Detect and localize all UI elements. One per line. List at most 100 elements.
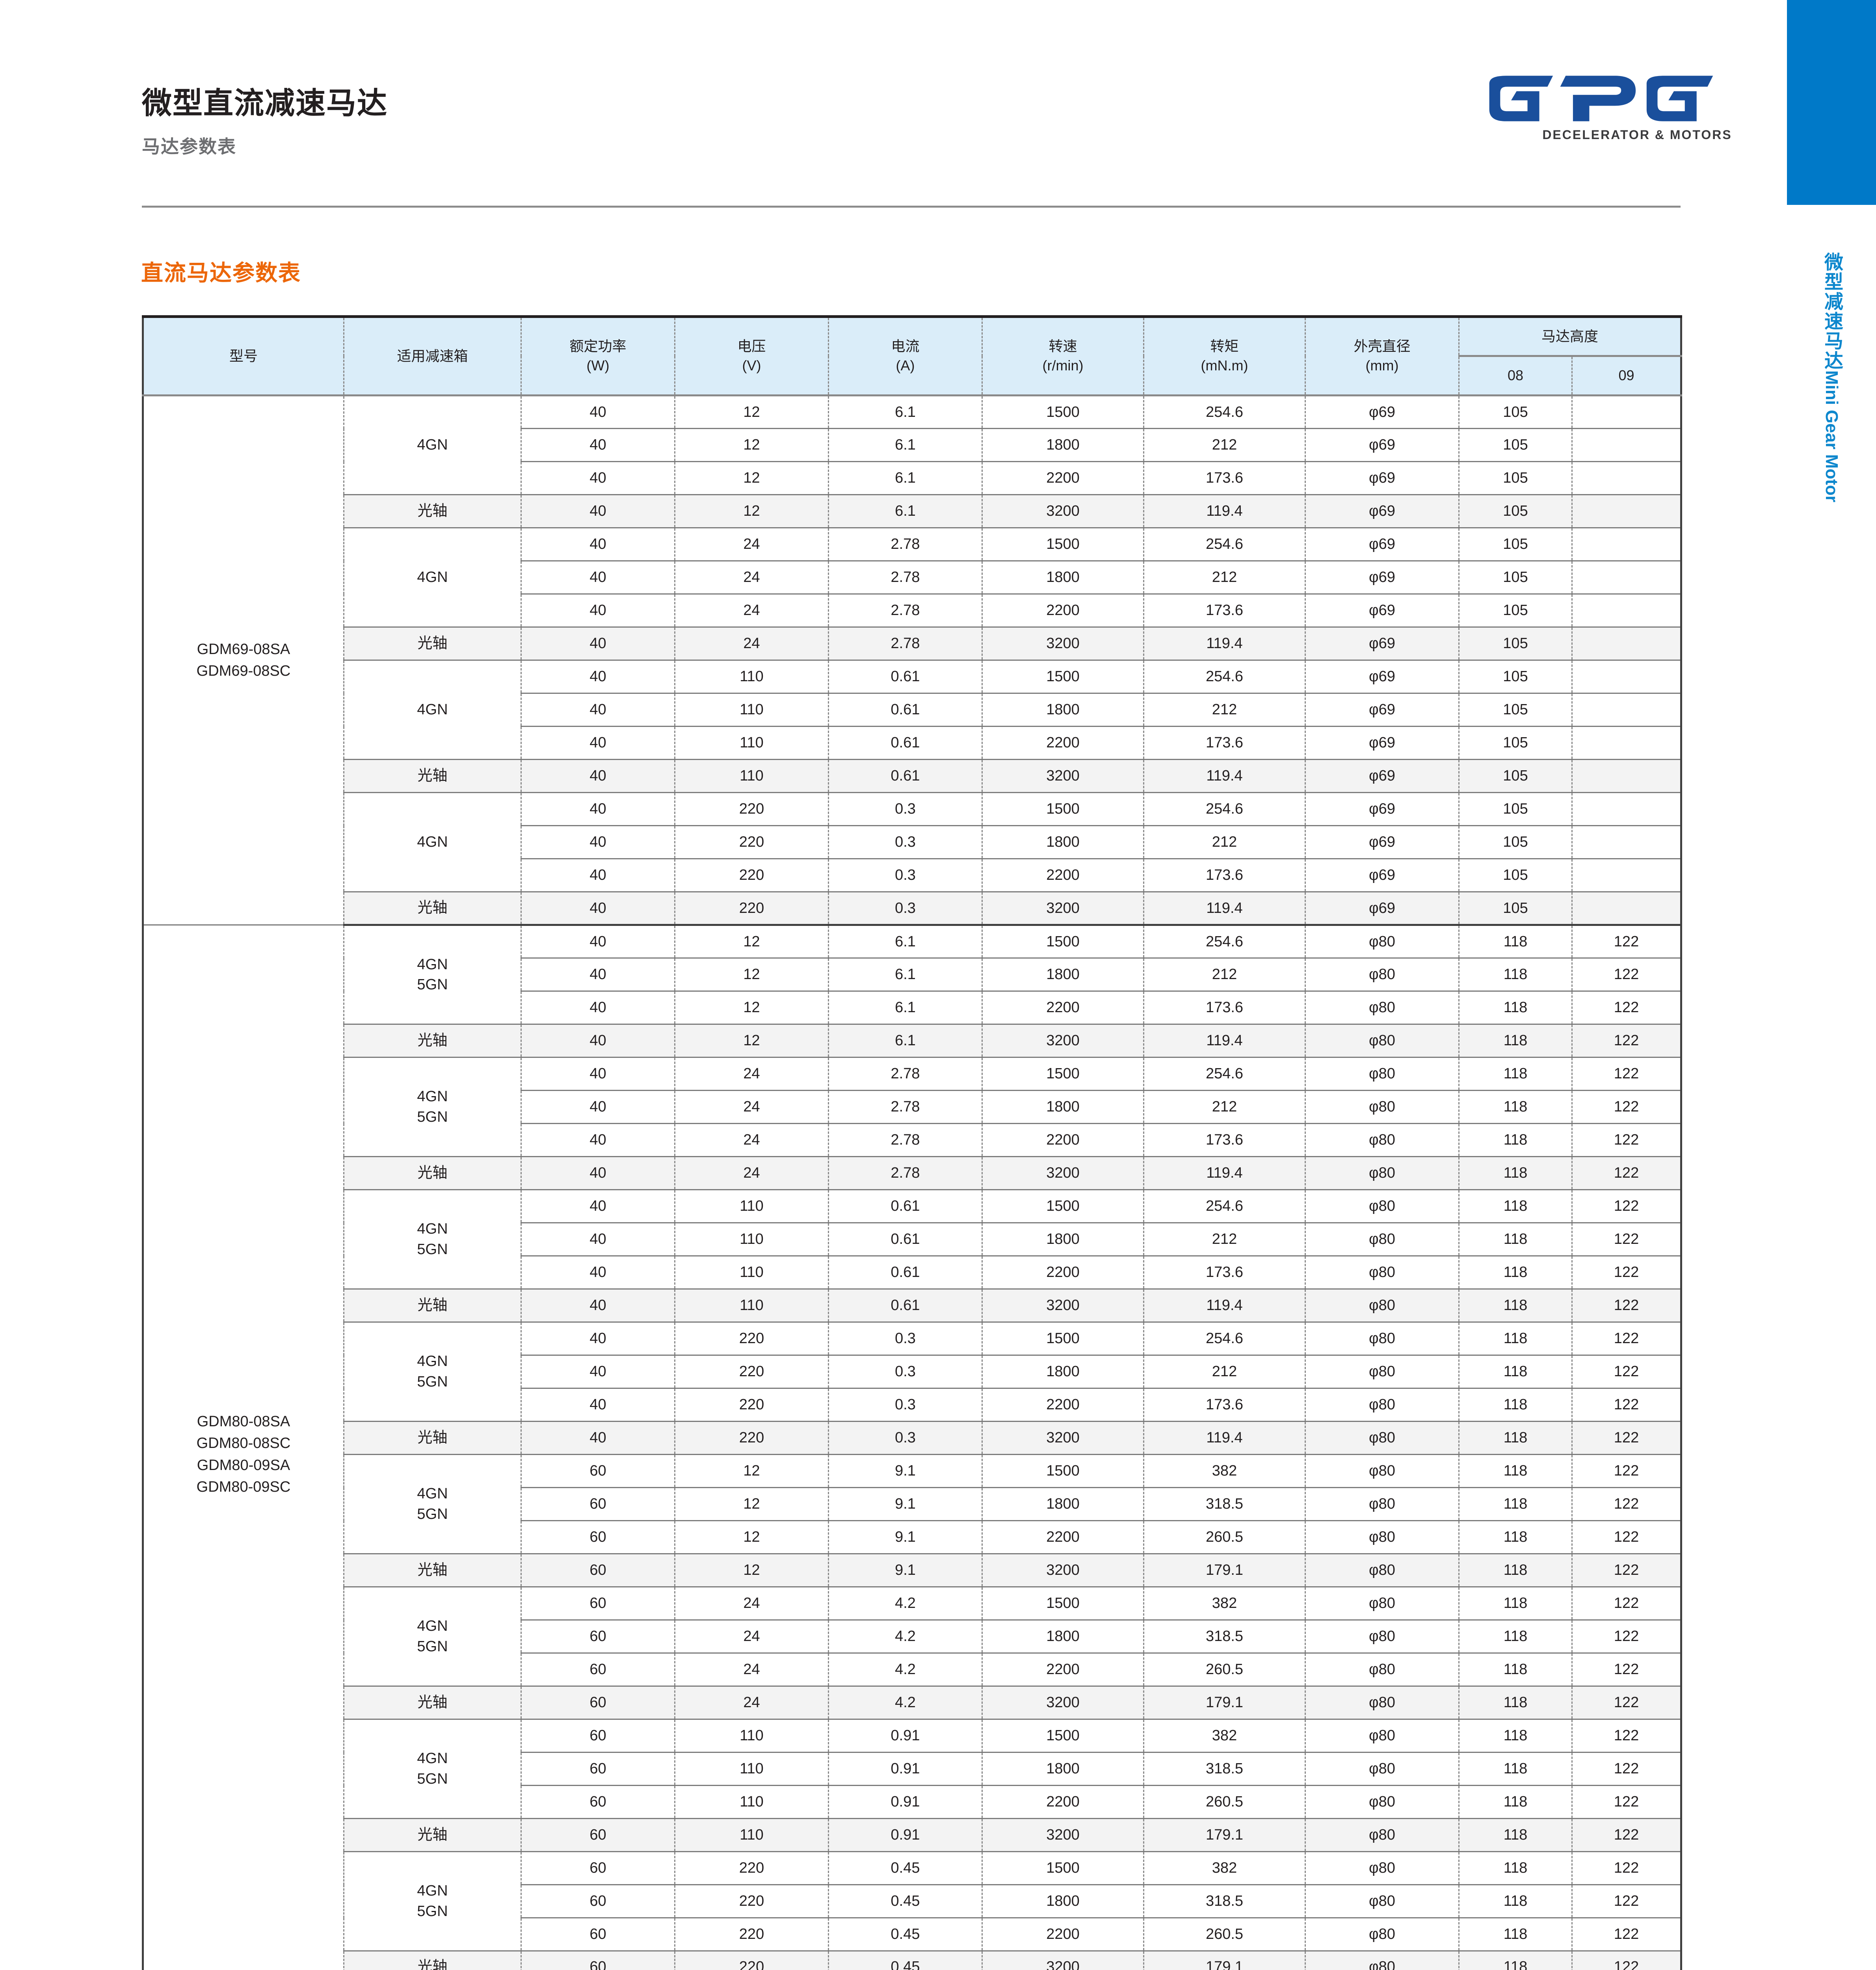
cell-gearbox: 4GN — [343, 527, 522, 628]
cell-gearbox: 4GN 5GN — [343, 1189, 522, 1290]
col-head-voltage-label: 电压 — [737, 338, 766, 355]
cell-current: 2.78 — [828, 593, 983, 628]
cell-height-09: 122 — [1571, 1123, 1683, 1157]
cell-voltage: 220 — [674, 1917, 829, 1951]
col-head-current-unit: (A) — [896, 357, 915, 374]
cell-height-09 — [1571, 792, 1683, 826]
cell-height-08: 118 — [1458, 1156, 1573, 1190]
cell-height-09: 122 — [1571, 1652, 1683, 1687]
cell-gearbox: 光轴 — [343, 1686, 522, 1720]
cell-height-09: 122 — [1571, 924, 1683, 959]
cell-gearbox: 光轴 — [343, 1421, 522, 1455]
cell-torque: 179.1 — [1143, 1686, 1306, 1720]
table-row: 40 220 0.3 2200 173.6 φ80 118 122 — [143, 1388, 1683, 1422]
cell-voltage: 24 — [674, 1123, 829, 1157]
cell-height-08: 118 — [1458, 1057, 1573, 1091]
cell-current: 0.61 — [828, 660, 983, 694]
cell-height-09 — [1571, 726, 1683, 760]
cell-gearbox: 4GN 5GN — [343, 1057, 522, 1157]
cell-diameter: φ69 — [1305, 759, 1460, 793]
cell-diameter: φ69 — [1305, 792, 1460, 826]
cell-height-08: 118 — [1458, 1851, 1573, 1885]
col-head-current: 电流 (A) — [828, 315, 983, 396]
cell-current: 6.1 — [828, 395, 983, 429]
cell-power: 40 — [521, 1057, 675, 1091]
cell-height-09: 122 — [1571, 1520, 1683, 1554]
cell-height-08: 105 — [1458, 527, 1573, 561]
cell-power: 40 — [521, 494, 675, 528]
cell-current: 0.61 — [828, 1222, 983, 1256]
cell-torque: 212 — [1143, 1355, 1306, 1389]
cell-height-09: 122 — [1571, 1851, 1683, 1885]
cell-height-08: 105 — [1458, 626, 1573, 661]
col-head-model: 型号 — [142, 315, 344, 396]
cell-speed: 1500 — [982, 660, 1144, 694]
cell-gearbox: 光轴 — [343, 759, 522, 793]
cell-power: 40 — [521, 461, 675, 495]
col-head-gearbox-label: 适用减速箱 — [397, 348, 468, 364]
cell-height-08: 118 — [1458, 1619, 1573, 1654]
cell-torque: 318.5 — [1143, 1487, 1306, 1521]
cell-height-09: 122 — [1571, 1785, 1683, 1819]
cell-torque: 119.4 — [1143, 759, 1306, 793]
cell-height-08: 118 — [1458, 1255, 1573, 1290]
cell-diameter: φ80 — [1305, 957, 1460, 992]
cell-power: 60 — [521, 1851, 675, 1885]
cell-speed: 1800 — [982, 1355, 1144, 1389]
side-tab-label: 微型减速马达 Mini Gear Motor — [1787, 252, 1876, 686]
cell-voltage: 220 — [674, 792, 829, 826]
cell-diameter: φ80 — [1305, 1355, 1460, 1389]
cell-diameter: φ80 — [1305, 1454, 1460, 1488]
cell-current: 0.45 — [828, 1950, 983, 1970]
cell-torque: 173.6 — [1143, 726, 1306, 760]
cell-torque: 382 — [1143, 1851, 1306, 1885]
table-row: 40 24 2.78 2200 173.6 φ69 105 — [143, 593, 1683, 628]
table-row: 4GN 5GN 60 220 0.45 1500 382 φ80 118 122 — [143, 1851, 1683, 1951]
cell-torque: 179.1 — [1143, 1950, 1306, 1970]
cell-power: 40 — [521, 991, 675, 1025]
cell-voltage: 220 — [674, 1388, 829, 1422]
cell-power: 40 — [521, 660, 675, 694]
cell-height-08: 105 — [1458, 395, 1573, 429]
cell-height-09 — [1571, 891, 1683, 926]
cell-speed: 2200 — [982, 1785, 1144, 1819]
cell-voltage: 24 — [674, 527, 829, 561]
cell-height-09: 122 — [1571, 1950, 1683, 1970]
side-tab-block — [1787, 0, 1876, 205]
cell-height-09: 122 — [1571, 1057, 1683, 1091]
cell-gearbox: 4GN 5GN — [343, 924, 522, 1025]
cell-speed: 2200 — [982, 461, 1144, 495]
cell-power: 40 — [521, 891, 675, 926]
table-row: 40 24 2.78 1800 212 φ69 105 — [143, 560, 1683, 595]
cell-height-09: 122 — [1571, 1752, 1683, 1786]
cell-voltage: 12 — [674, 1454, 829, 1488]
cell-diameter: φ80 — [1305, 1090, 1460, 1124]
cell-diameter: φ80 — [1305, 1719, 1460, 1753]
cell-voltage: 24 — [674, 560, 829, 595]
cell-height-08: 118 — [1458, 1520, 1573, 1554]
cell-torque: 173.6 — [1143, 858, 1306, 892]
cell-current: 0.91 — [828, 1818, 983, 1852]
table-row: 40 220 0.3 1800 212 φ69 105 — [143, 825, 1683, 859]
cell-height-08: 118 — [1458, 1652, 1573, 1687]
cell-power: 60 — [521, 1917, 675, 1951]
cell-diameter: φ80 — [1305, 1057, 1460, 1091]
col-head-power: 额定功率 (W) — [521, 315, 675, 396]
cell-gearbox: 4GN — [343, 395, 522, 495]
cell-height-09: 122 — [1571, 1686, 1683, 1720]
cell-power: 40 — [521, 560, 675, 595]
cell-speed: 2200 — [982, 1917, 1144, 1951]
cell-voltage: 12 — [674, 924, 829, 959]
cell-speed: 1800 — [982, 560, 1144, 595]
cell-height-08: 105 — [1458, 461, 1573, 495]
cell-voltage: 110 — [674, 660, 829, 694]
cell-power: 60 — [521, 1686, 675, 1720]
table-row: 60 24 4.2 2200 260.5 φ80 118 122 — [143, 1652, 1683, 1687]
cell-voltage: 110 — [674, 1255, 829, 1290]
cell-height-09: 122 — [1571, 1619, 1683, 1654]
cell-current: 2.78 — [828, 1156, 983, 1190]
page-header: 微型直流减速马达 马达参数表 — [142, 79, 1679, 197]
cell-current: 9.1 — [828, 1454, 983, 1488]
col-head-power-unit: (W) — [586, 357, 610, 374]
cell-height-08: 118 — [1458, 1090, 1573, 1124]
